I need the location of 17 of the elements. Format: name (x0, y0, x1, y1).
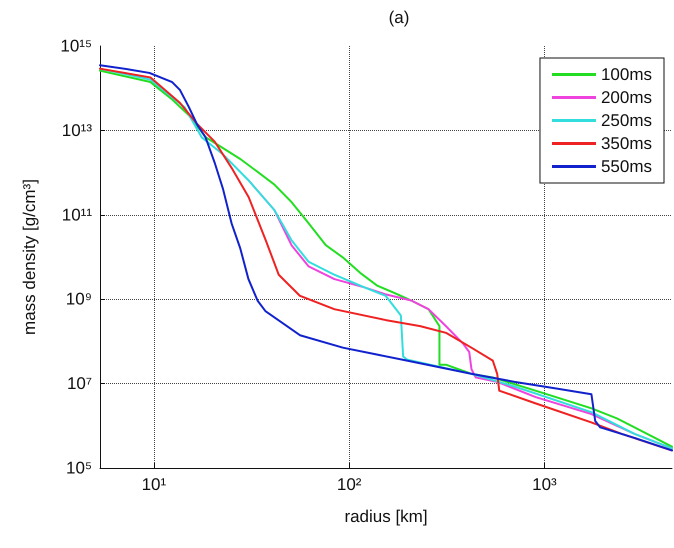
y-tick-label: 10⁵ (66, 458, 92, 478)
x-tick-label: 10³ (532, 475, 558, 494)
legend-label: 200ms (600, 88, 652, 107)
y-tick-label: 10¹¹ (62, 205, 92, 224)
y-tick-label: 10⁹ (66, 290, 92, 309)
y-axis-title: mass density [g/cm³] (20, 179, 39, 335)
y-tick-label: 10⁷ (66, 374, 92, 394)
legend-label: 100ms (600, 65, 652, 84)
chart-title: (a) (388, 8, 410, 27)
legend-label: 350ms (600, 134, 652, 153)
x-tick-label: 10¹ (142, 475, 166, 494)
x-tick-label: 10² (336, 475, 362, 494)
legend-label: 250ms (600, 111, 652, 130)
y-tick-label: 10¹⁵ (60, 36, 92, 56)
y-tick-label: 10¹³ (62, 120, 92, 140)
x-axis-title: radius [km] (344, 507, 428, 526)
legend-label: 550ms (600, 157, 652, 176)
